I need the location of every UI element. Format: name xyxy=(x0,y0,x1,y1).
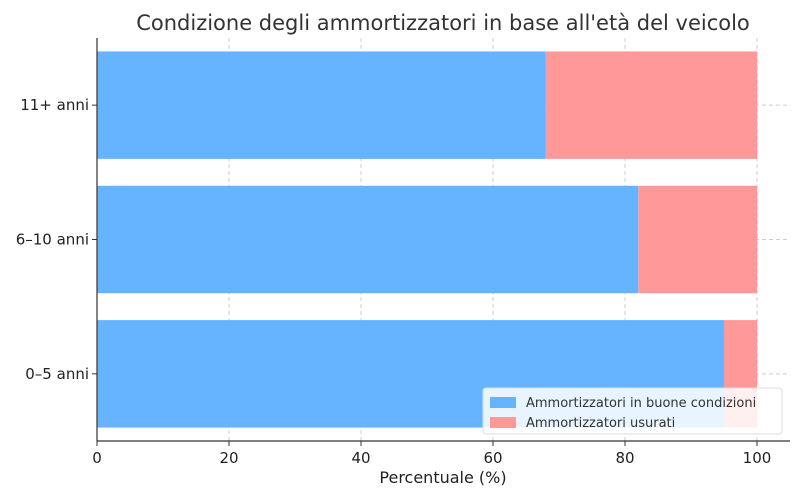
bars-group xyxy=(97,51,757,428)
bar-good-2 xyxy=(97,51,546,159)
x-tick-label: 60 xyxy=(483,449,502,467)
x-tick-label: 0 xyxy=(92,449,102,467)
legend-label: Ammortizzatori in buone condizioni xyxy=(526,396,756,411)
bar-worn-1 xyxy=(638,185,757,294)
legend-label: Ammortizzatori usurati xyxy=(526,416,675,431)
x-tick-label: 20 xyxy=(219,449,238,467)
y-tick-label: 11+ anni xyxy=(20,96,89,114)
legend-box xyxy=(482,387,783,435)
chart-title: Condizione degli ammortizzatori in base … xyxy=(136,11,750,35)
axes xyxy=(92,38,790,446)
legend-swatch xyxy=(490,417,516,428)
y-tick-label: 6–10 anni xyxy=(16,231,89,249)
y-tick-label: 0–5 anni xyxy=(25,365,89,383)
legend: Ammortizzatori in buone condizioni Ammort… xyxy=(482,387,783,435)
bar-good-1 xyxy=(97,185,639,294)
x-tick-label: 100 xyxy=(743,449,772,467)
legend-swatch xyxy=(490,397,516,408)
x-tick-label: 40 xyxy=(351,449,370,467)
x-tick-labels: 0 20 40 60 80 100 xyxy=(92,449,771,467)
bar-worn-2 xyxy=(545,51,757,159)
x-axis-label: Percentuale (%) xyxy=(379,468,506,487)
x-tick-label: 80 xyxy=(615,449,634,467)
y-tick-labels: 0–5 anni 6–10 anni 11+ anni xyxy=(16,96,89,383)
